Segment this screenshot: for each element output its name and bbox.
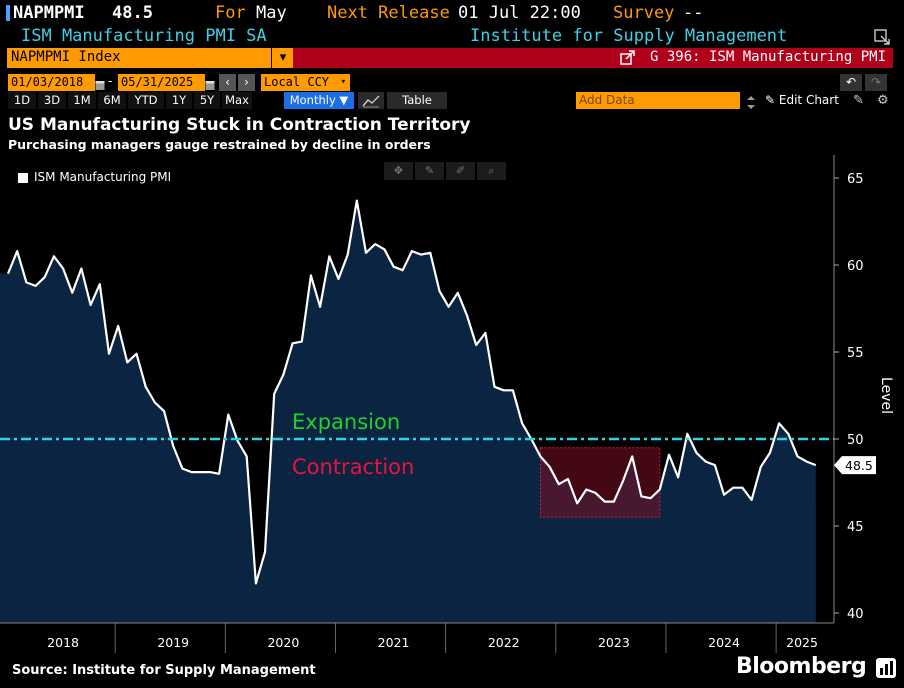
source-note: Source: Institute for Supply Management — [12, 663, 316, 678]
range-tab-1y[interactable]: 1Y — [166, 92, 192, 109]
crosshair-icon[interactable]: ✥ — [384, 162, 413, 180]
sort-icon[interactable] — [745, 94, 757, 109]
add-data-input[interactable]: Add Data — [576, 92, 740, 109]
y-tick-label: 65 — [847, 172, 864, 187]
table-button[interactable]: Table — [387, 92, 447, 109]
expansion-label: Expansion — [292, 410, 400, 434]
axes: 40 45 50 55 60 65 Level 2018 2019 2020 2021 2022 202… — [0, 155, 894, 653]
edit-chart-button[interactable]: ✎ Edit Chart — [765, 93, 839, 107]
start-date-field[interactable]: 01/03/2018 — [8, 74, 95, 91]
chart-legend: ISM Manufacturing PMI — [8, 167, 190, 189]
chart-subtitle: Purchasing managers gauge restrained by … — [8, 137, 431, 152]
last-value-label: 48.5 — [845, 458, 873, 473]
for-label: For — [215, 3, 246, 23]
range-tab-1m[interactable]: 1M — [68, 92, 96, 109]
next-release-value: 01 Jul 22:00 — [458, 3, 581, 23]
y-tick-label: 45 — [847, 520, 864, 535]
survey-value: -- — [683, 3, 704, 23]
export-icon[interactable] — [620, 50, 636, 70]
source-name: Institute for Supply Management — [470, 26, 788, 46]
range-tab-6m[interactable]: 6M — [98, 92, 126, 109]
y-tick-label: 55 — [847, 346, 864, 361]
x-tick-label: 2024 — [708, 635, 740, 650]
ticker-dropdown-button[interactable]: ▾ — [271, 48, 294, 68]
x-tick-label: 2019 — [157, 635, 189, 650]
range-tab-5y[interactable]: 5Y — [194, 92, 220, 109]
security-name: ISM Manufacturing PMI SA — [21, 26, 267, 46]
x-tick-label: 2021 — [378, 635, 410, 650]
calendar-icon[interactable] — [205, 76, 215, 90]
security-header: NAPMPMI 48.5 For May Next Release 01 Jul… — [0, 0, 904, 26]
series-line — [6, 199, 817, 585]
pmi-chart: Expansion Contraction 40 45 50 55 60 65 Level 20… — [0, 155, 894, 653]
annotations: Expansion Contraction — [0, 410, 834, 479]
draw-icon[interactable]: ✎ — [415, 162, 444, 180]
range-tab-max[interactable]: Max — [222, 92, 252, 109]
bar-chart-icon — [876, 658, 896, 684]
function-label: G 396: ISM Manufacturing PMI — [650, 49, 887, 65]
survey-label: Survey — [613, 3, 675, 23]
undo-icon[interactable]: ↶ — [840, 74, 862, 91]
chevron-down-icon: ▾ — [340, 77, 346, 87]
frequency-select[interactable]: Monthly ▼ — [284, 92, 354, 109]
ticker-field[interactable]: NAPMPMI Index — [7, 48, 271, 68]
next-release-label: Next Release — [327, 3, 450, 23]
next-period-button[interactable]: › — [238, 74, 255, 91]
pencil-icon: ✎ — [765, 93, 776, 107]
ticker-symbol[interactable]: NAPMPMI — [13, 3, 85, 23]
zoom-icon[interactable]: ⌕ — [477, 162, 506, 180]
range-tab-1d[interactable]: 1D — [8, 92, 36, 109]
chart-title: US Manufacturing Stuck in Contraction Te… — [8, 115, 471, 135]
x-tick-label: 2023 — [598, 635, 630, 650]
y-tick-label: 40 — [847, 607, 864, 622]
prev-period-button[interactable]: ‹ — [219, 74, 236, 91]
bloomberg-logo: Bloomberg — [736, 654, 896, 679]
chevron-down-icon: ▼ — [339, 93, 349, 107]
end-date-field[interactable]: 05/31/2025 — [118, 74, 205, 91]
y-axis-label: Level — [878, 377, 894, 414]
y-tick-label: 60 — [847, 259, 864, 274]
last-value-flag — [834, 456, 876, 475]
x-tick-label: 2018 — [47, 635, 79, 650]
date-separator: - — [108, 74, 113, 88]
y-tick-label: 50 — [847, 433, 864, 448]
calendar-icon[interactable] — [95, 76, 105, 90]
x-tick-label: 2020 — [267, 635, 299, 650]
annotate-icon[interactable]: ✐ — [446, 162, 475, 180]
gear-icon[interactable]: ⚙ — [877, 93, 889, 108]
x-tick-label: 2025 — [786, 635, 818, 650]
chart-style-icon[interactable]: ✎ — [853, 93, 864, 108]
line-chart-icon[interactable] — [358, 92, 384, 109]
redo-icon[interactable]: ↷ — [865, 74, 887, 91]
last-value: 48.5 — [112, 3, 153, 23]
legend-swatch — [18, 173, 28, 183]
contraction-label: Contraction — [292, 455, 414, 479]
currency-select[interactable]: Local CCY ▾ — [261, 74, 350, 91]
legend-label[interactable]: ISM Manufacturing PMI — [34, 170, 172, 184]
function-bar: G 396: ISM Manufacturing PMI — [293, 48, 893, 68]
ticker-marker — [6, 5, 10, 21]
plot-area — [0, 199, 817, 623]
range-tab-ytd[interactable]: YTD — [128, 92, 164, 109]
expand-icon[interactable] — [872, 27, 892, 45]
for-value: May — [256, 3, 287, 23]
chart-toolbar: ✥ ✎ ✐ ⌕ — [384, 162, 508, 180]
range-tab-3d[interactable]: 3D — [38, 92, 66, 109]
x-tick-label: 2022 — [488, 635, 520, 650]
